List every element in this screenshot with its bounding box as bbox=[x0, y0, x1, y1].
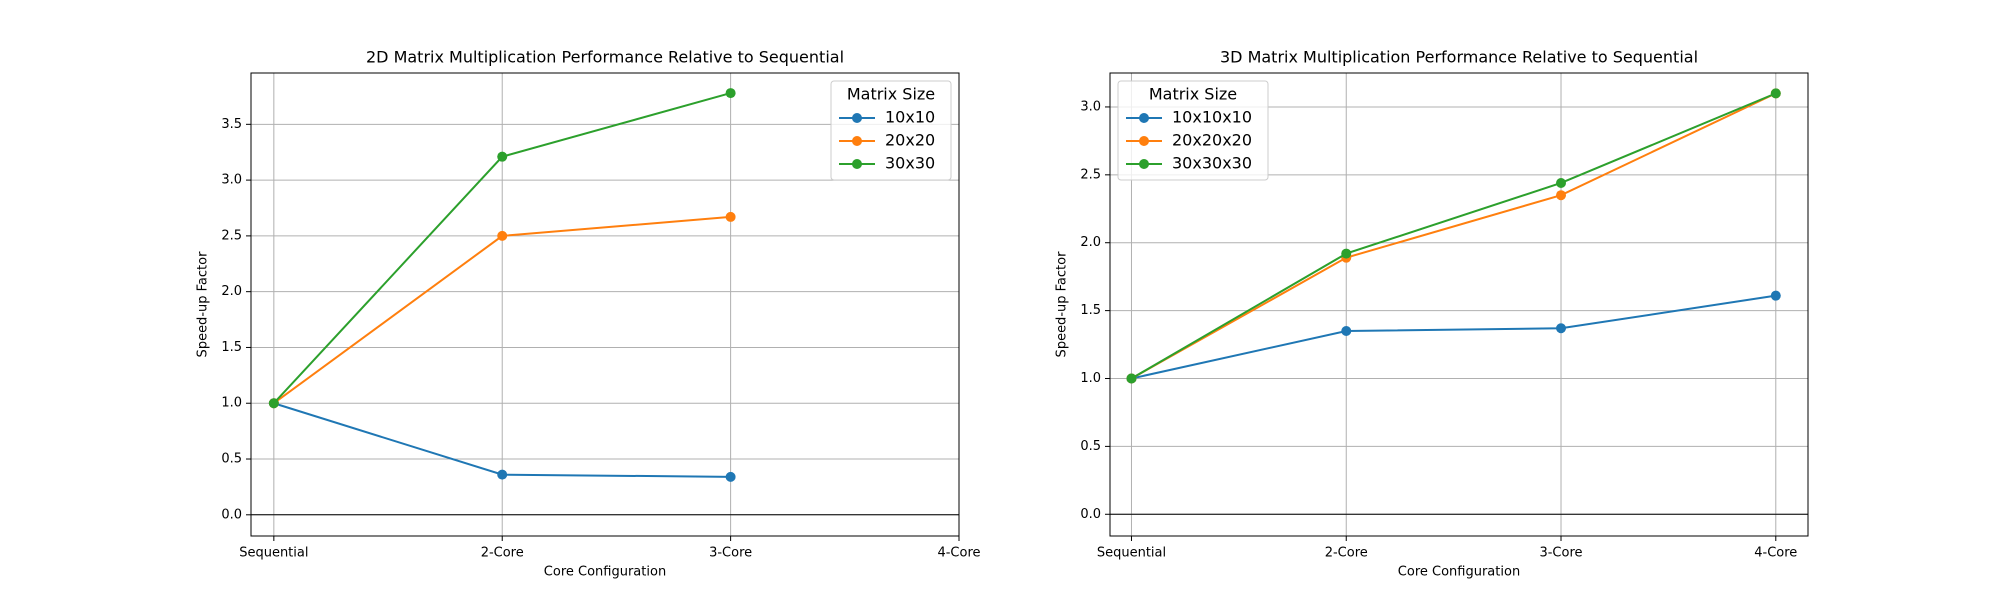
x-tick-label: 4-Core bbox=[937, 546, 980, 561]
chart: Sequential 2-Core 3-Core 4-Core 0.0 0.5 1.0 1.5… bbox=[1055, 48, 1809, 580]
y-tick-label: 3.0 bbox=[221, 173, 242, 188]
legend-marker bbox=[852, 136, 862, 146]
x-axis-label: Core Configuration bbox=[544, 565, 666, 580]
series-line bbox=[1130, 92, 1777, 380]
y-axis-label: Speed-up Factor bbox=[196, 251, 211, 358]
marker bbox=[1770, 88, 1781, 99]
y-tick-label: 0.0 bbox=[1080, 507, 1101, 522]
legend-label: 20x20x20 bbox=[1172, 131, 1252, 150]
legend-title: Matrix Size bbox=[1149, 85, 1237, 104]
legend-box bbox=[1117, 80, 1269, 181]
legend-marker bbox=[1139, 113, 1149, 123]
legend-marker bbox=[1139, 159, 1149, 169]
marker bbox=[268, 398, 279, 409]
chart-title: 3D Matrix Multiplication Performance Rel… bbox=[1220, 48, 1698, 67]
legend-marker bbox=[1139, 136, 1149, 146]
x-tick-label: Sequential bbox=[1097, 546, 1166, 561]
y-tick-label: 1.5 bbox=[221, 340, 242, 355]
legend-marker bbox=[852, 113, 862, 123]
marker bbox=[1556, 177, 1567, 188]
marker bbox=[1556, 323, 1567, 334]
marker bbox=[725, 211, 736, 222]
marker bbox=[497, 469, 508, 480]
y-tick-label: 0.5 bbox=[221, 452, 242, 467]
legend-title: Matrix Size bbox=[847, 85, 935, 104]
y-tick-label: 2.5 bbox=[1080, 167, 1101, 182]
marker bbox=[1770, 290, 1781, 301]
x-tick-label: Sequential bbox=[239, 546, 308, 561]
y-tick-label: 2.0 bbox=[221, 284, 242, 299]
x-axis-label: Core Configuration bbox=[1398, 565, 1520, 580]
marker bbox=[1341, 325, 1352, 336]
y-tick-label: 2.5 bbox=[221, 228, 242, 243]
y-tick-label: 3.0 bbox=[1080, 99, 1101, 114]
series-line bbox=[1131, 294, 1776, 380]
y-tick-label: 2.0 bbox=[1080, 235, 1101, 250]
marker bbox=[497, 230, 508, 241]
legend-marker bbox=[852, 159, 862, 169]
marker bbox=[725, 88, 736, 99]
y-tick-label: 1.5 bbox=[1080, 303, 1101, 318]
y-tick-label: 1.0 bbox=[1080, 371, 1101, 386]
x-tick-label: 4-Core bbox=[1754, 546, 1797, 561]
axes-frame bbox=[250, 72, 960, 537]
legend-label: 10x10 bbox=[885, 108, 935, 127]
legend: Matrix Size 10x10 20x20 30x30 bbox=[830, 80, 952, 181]
marker bbox=[1341, 248, 1352, 259]
chart-title: 2D Matrix Multiplication Performance Rel… bbox=[366, 48, 844, 67]
marker bbox=[725, 471, 736, 482]
legend-label: 30x30x30 bbox=[1172, 154, 1252, 173]
legend-label: 10x10x10 bbox=[1172, 108, 1252, 127]
x-tick-label: 3-Core bbox=[709, 546, 752, 561]
axes-frame bbox=[1109, 72, 1809, 537]
x-tick-label: 2-Core bbox=[1325, 546, 1368, 561]
legend-label: 30x30 bbox=[885, 154, 935, 173]
legend: Matrix Size 10x10x10 20x20x20 30x30x30 bbox=[1117, 80, 1269, 181]
y-axis-label: Speed-up Factor bbox=[1055, 251, 1070, 358]
x-tick-label: 2-Core bbox=[481, 546, 524, 561]
marker bbox=[1556, 190, 1567, 201]
series-line bbox=[1130, 92, 1777, 380]
x-tick-label: 3-Core bbox=[1539, 546, 1582, 561]
chart: Sequential 2-Core 3-Core 4-Core 0.0 0.5 1.0 1.5… bbox=[196, 48, 981, 580]
y-tick-label: 0.0 bbox=[221, 507, 242, 522]
y-tick-label: 1.0 bbox=[221, 396, 242, 411]
y-tick-label: 0.5 bbox=[1080, 439, 1101, 454]
legend-box bbox=[830, 80, 952, 181]
marker bbox=[1126, 373, 1137, 384]
marker bbox=[497, 151, 508, 162]
legend-label: 20x20 bbox=[885, 131, 935, 150]
y-tick-label: 3.5 bbox=[221, 117, 242, 132]
